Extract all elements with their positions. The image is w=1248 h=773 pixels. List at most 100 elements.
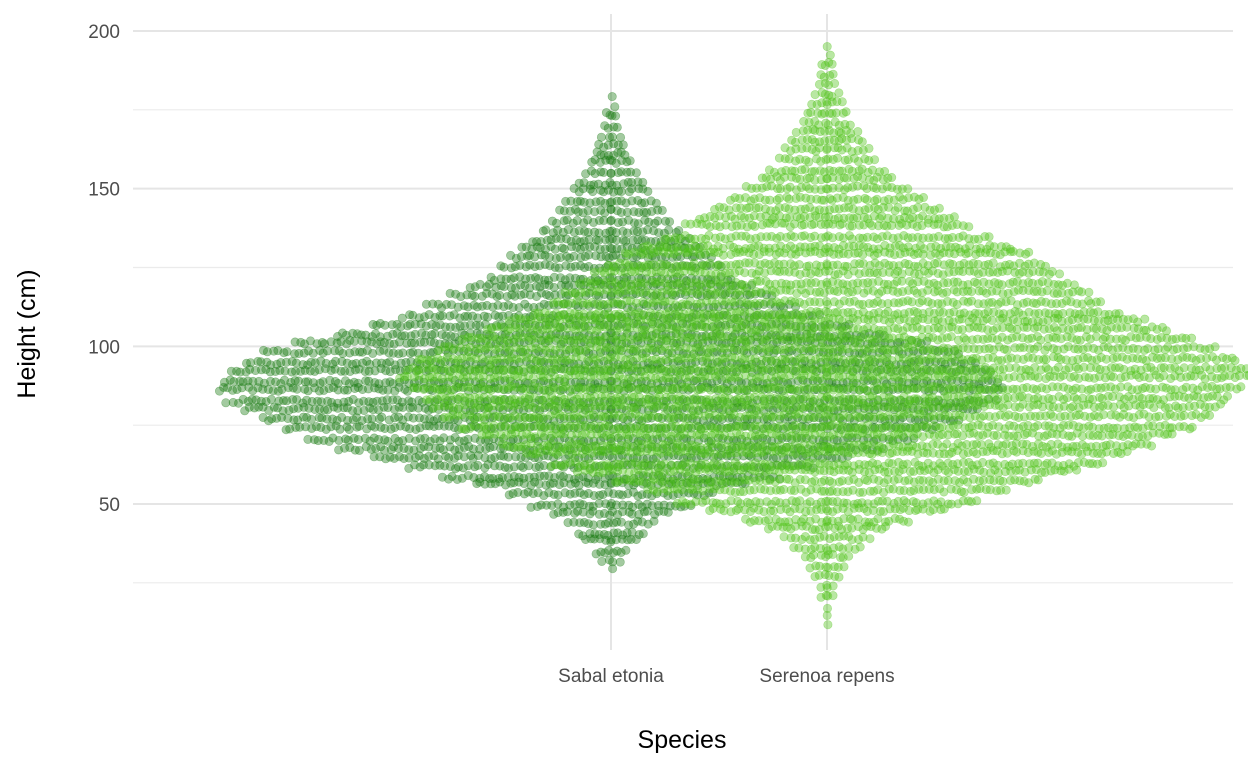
- data-point: [665, 226, 673, 234]
- data-point: [845, 552, 853, 560]
- data-point: [611, 112, 619, 120]
- data-point: [571, 509, 579, 517]
- data-point: [673, 499, 681, 507]
- data-point: [254, 357, 262, 365]
- data-point: [304, 435, 312, 443]
- data-point: [438, 473, 446, 481]
- data-point: [1002, 486, 1010, 494]
- data-point: [644, 485, 652, 493]
- data-point: [780, 533, 788, 541]
- data-point: [835, 573, 843, 581]
- data-points: [215, 42, 1248, 629]
- data-point: [790, 543, 798, 551]
- data-point: [1099, 411, 1107, 419]
- data-point: [1223, 392, 1231, 400]
- data-point: [743, 462, 751, 470]
- data-point: [806, 564, 814, 572]
- data-point: [529, 238, 537, 246]
- data-point: [612, 478, 620, 486]
- data-point: [597, 412, 605, 420]
- data-point: [478, 431, 486, 439]
- data-point: [575, 179, 583, 187]
- data-point: [215, 387, 223, 395]
- data-point: [363, 425, 371, 433]
- data-point: [619, 141, 627, 149]
- data-point: [282, 426, 290, 434]
- data-point: [993, 431, 1001, 439]
- data-point: [556, 206, 564, 214]
- data-point: [429, 404, 437, 412]
- data-point: [503, 292, 511, 300]
- data-point: [362, 377, 370, 385]
- data-point: [491, 412, 499, 420]
- data-point: [222, 399, 230, 407]
- data-point: [497, 262, 505, 270]
- data-point: [546, 411, 554, 419]
- data-point: [507, 264, 515, 272]
- data-point: [647, 478, 655, 486]
- data-point: [275, 397, 283, 405]
- data-point: [621, 151, 629, 159]
- data-point: [817, 583, 825, 591]
- data-point: [658, 206, 666, 214]
- series-1: [395, 42, 1248, 629]
- data-point: [588, 158, 596, 166]
- data-point: [398, 314, 406, 322]
- data-point: [878, 443, 886, 451]
- data-point: [611, 103, 619, 111]
- data-point: [466, 411, 474, 419]
- data-point: [505, 491, 513, 499]
- data-point: [1034, 421, 1042, 429]
- data-point: [613, 123, 621, 131]
- data-point: [438, 331, 446, 339]
- data-point: [458, 425, 466, 433]
- data-point: [863, 386, 871, 394]
- data-point: [1034, 374, 1042, 382]
- data-point: [409, 384, 417, 392]
- data-point: [824, 621, 832, 629]
- data-point: [550, 510, 558, 518]
- data-point: [291, 338, 299, 346]
- data-point: [733, 395, 741, 403]
- data-point: [632, 169, 640, 177]
- data-point: [904, 518, 912, 526]
- data-point: [518, 243, 526, 251]
- data-point: [602, 108, 610, 116]
- data-point: [333, 332, 341, 340]
- data-point: [587, 373, 595, 381]
- data-point: [616, 133, 624, 141]
- data-point: [960, 488, 968, 496]
- data-point: [644, 187, 652, 195]
- data-point: [315, 413, 323, 421]
- data-point: [1155, 412, 1163, 420]
- data-point: [259, 413, 267, 421]
- data-point: [581, 170, 589, 178]
- data-point: [622, 546, 630, 554]
- data-point: [903, 460, 911, 468]
- data-point: [527, 503, 535, 511]
- data-point: [601, 122, 609, 130]
- data-point: [856, 543, 864, 551]
- data-point: [654, 217, 662, 225]
- data-point: [973, 497, 981, 505]
- data-point: [764, 525, 772, 533]
- data-point: [1180, 411, 1188, 419]
- data-point: [706, 506, 714, 514]
- data-point: [403, 339, 411, 347]
- data-point: [549, 229, 557, 237]
- data-point: [466, 283, 474, 291]
- data-point: [768, 442, 776, 450]
- data-point: [811, 572, 819, 580]
- data-point: [1171, 386, 1179, 394]
- data-point: [422, 300, 430, 308]
- data-point: [491, 311, 499, 319]
- data-point: [242, 359, 250, 367]
- data-point: [639, 178, 647, 186]
- data-point: [1147, 442, 1155, 450]
- data-point: [668, 440, 676, 448]
- data-point: [560, 217, 568, 225]
- data-point: [772, 515, 780, 523]
- data-point: [498, 440, 506, 448]
- data-point: [616, 558, 624, 566]
